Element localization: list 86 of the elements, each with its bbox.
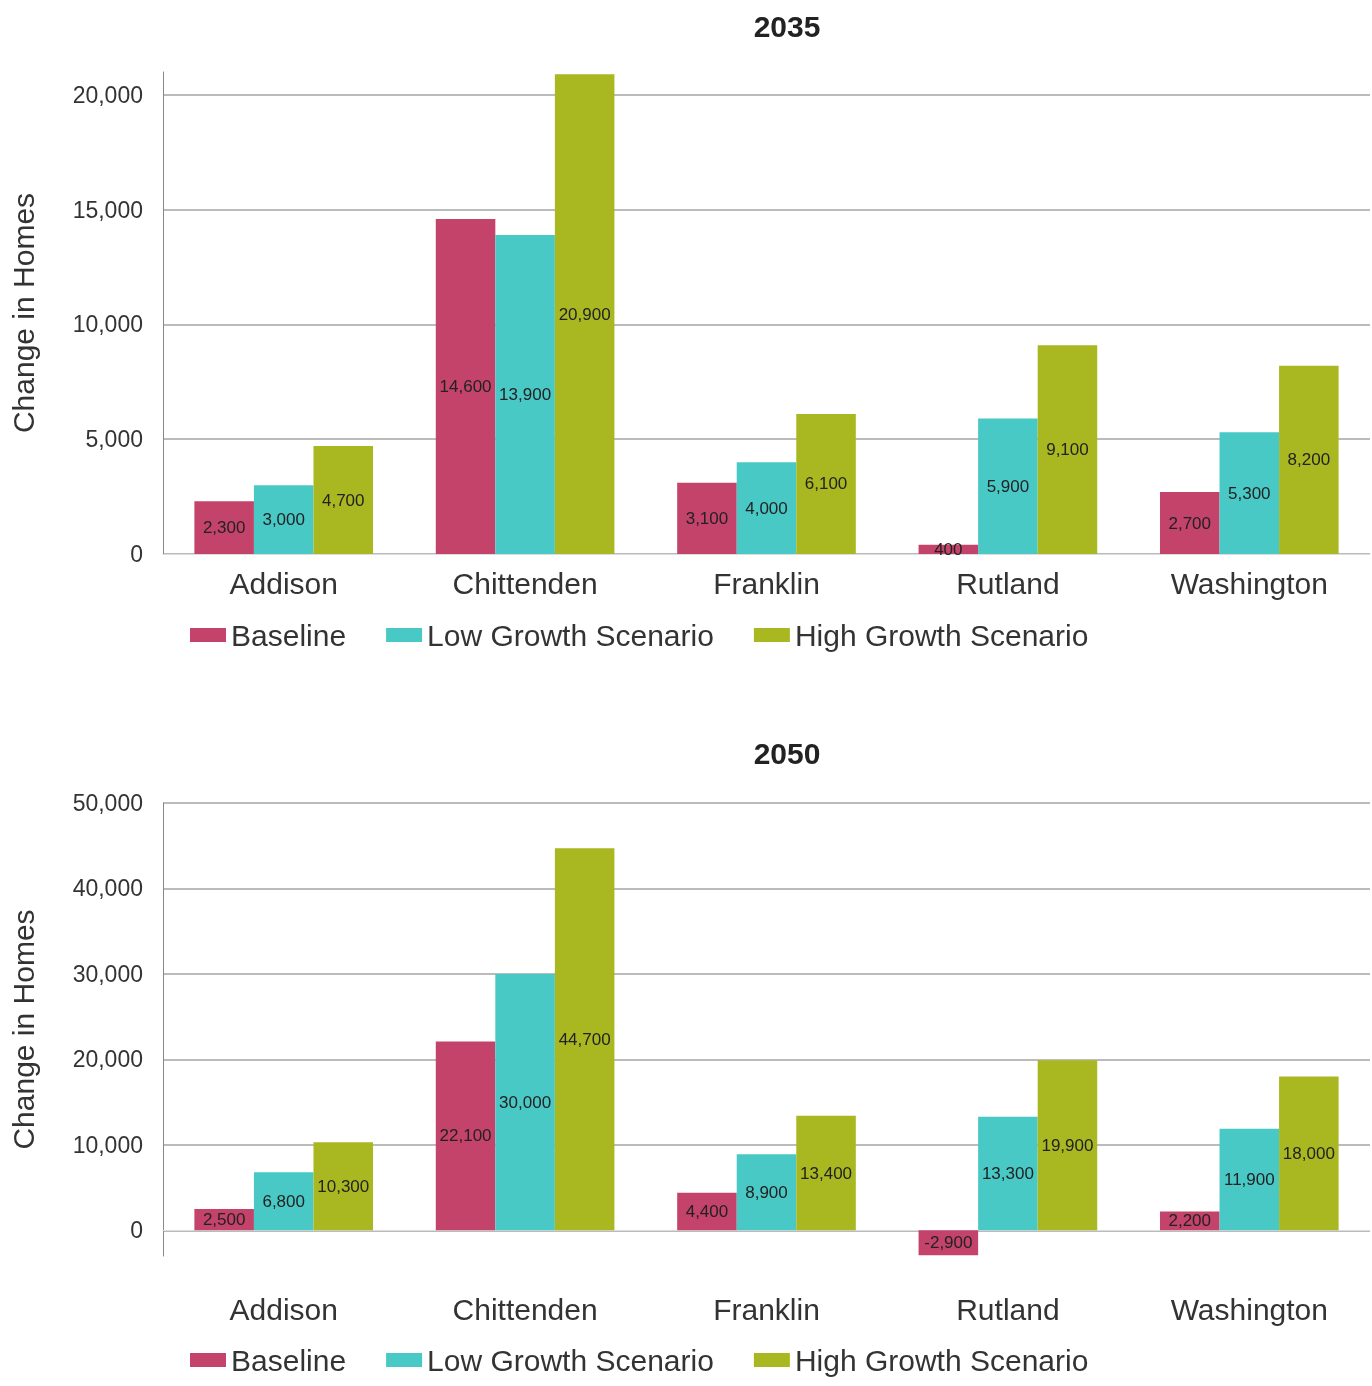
x-tick-label: Addison — [229, 566, 338, 600]
data-label: 10,300 — [317, 1176, 370, 1196]
y-tick-label: 10,000 — [72, 1131, 143, 1158]
data-label: 18,000 — [1282, 1143, 1335, 1163]
data-label: 2,300 — [202, 518, 246, 538]
y-tick-label: 50,000 — [72, 790, 143, 816]
legend-label: High Growth Scenario — [794, 1343, 1089, 1377]
bar — [978, 1116, 1038, 1231]
y-tick-label: 40,000 — [72, 875, 143, 902]
y-tick-label: 20,000 — [72, 81, 143, 108]
data-label: 6,800 — [262, 1191, 305, 1211]
data-label: 44,700 — [558, 1029, 611, 1049]
data-label: 13,300 — [981, 1164, 1034, 1184]
data-label: 8,900 — [745, 1182, 788, 1202]
y-axis-title: Change in Homes — [6, 192, 40, 434]
data-label: 9,100 — [1046, 440, 1089, 460]
x-tick-label: Franklin — [713, 566, 820, 600]
bar — [736, 462, 797, 554]
bar — [736, 1154, 797, 1231]
bar — [1219, 1128, 1280, 1231]
bar — [253, 485, 314, 554]
data-label: 22,100 — [439, 1126, 492, 1146]
data-label: 11,900 — [1223, 1170, 1275, 1189]
bar — [495, 234, 555, 554]
bar — [435, 1041, 496, 1231]
x-tick-label: Chittenden — [452, 1292, 598, 1326]
data-label: 2,200 — [1168, 1211, 1212, 1231]
y-tick-label: 5,000 — [85, 426, 143, 453]
data-label: 6,100 — [804, 474, 848, 494]
x-tick-label: Rutland — [956, 1292, 1060, 1326]
y-tick-label: 0 — [130, 1217, 143, 1244]
bar — [978, 418, 1038, 554]
bar — [677, 482, 737, 554]
data-label: 3,000 — [262, 510, 305, 530]
y-tick-label: 15,000 — [72, 196, 143, 223]
x-tick-label: Franklin — [713, 1292, 820, 1326]
legend-label: Baseline — [231, 618, 347, 652]
bar — [1219, 432, 1280, 554]
data-label: 4,400 — [685, 1202, 729, 1222]
x-tick-label: Chittenden — [452, 566, 598, 600]
data-label: 19,900 — [1041, 1135, 1094, 1155]
legend-label: Low Growth Scenario — [427, 618, 714, 652]
bar — [1037, 1060, 1098, 1231]
data-label: 4,700 — [321, 490, 365, 510]
data-label: 14,600 — [439, 376, 492, 396]
bar — [796, 1115, 856, 1231]
data-label: 8,200 — [1287, 450, 1331, 470]
data-label: 13,900 — [499, 384, 552, 404]
legend-label: Baseline — [231, 1343, 347, 1377]
x-tick-label: Addison — [229, 1292, 338, 1326]
y-tick-label: 20,000 — [72, 1046, 143, 1073]
bar — [495, 973, 555, 1231]
bar — [1279, 365, 1339, 554]
data-label: 2,500 — [202, 1210, 246, 1230]
x-tick-label: Washington — [1170, 1292, 1328, 1326]
bar — [313, 1142, 374, 1231]
bar — [1279, 1076, 1339, 1231]
x-tick-label: Rutland — [956, 566, 1060, 600]
data-label: 30,000 — [499, 1092, 552, 1112]
y-axis-title: Change in Homes — [6, 909, 40, 1150]
data-label: -2,900 — [924, 1233, 973, 1253]
data-label: 13,400 — [800, 1163, 853, 1183]
bar — [554, 848, 615, 1231]
data-label: 3,100 — [685, 508, 729, 528]
data-label: 5,300 — [1228, 483, 1271, 503]
bar — [194, 501, 254, 554]
data-label: 20,900 — [558, 304, 611, 324]
bar — [313, 446, 374, 554]
data-label: 4,000 — [745, 498, 788, 518]
data-label: 2,700 — [1168, 513, 1212, 533]
bar — [554, 74, 615, 554]
y-tick-label: 0 — [130, 541, 143, 567]
legend-label: Low Growth Scenario — [427, 1343, 714, 1377]
data-label: 400 — [934, 539, 963, 559]
y-tick-label: 10,000 — [72, 311, 143, 338]
bar — [1037, 345, 1098, 554]
legend-label: High Growth Scenario — [794, 618, 1089, 652]
chart-title: 2050 — [753, 736, 821, 770]
bar — [435, 218, 496, 554]
y-tick-label: 30,000 — [72, 960, 143, 987]
data-label: 5,900 — [986, 476, 1030, 496]
x-tick-label: Washington — [1170, 566, 1328, 600]
bar — [253, 1172, 314, 1231]
bar — [1159, 492, 1220, 554]
chart-title: 2035 — [753, 9, 821, 43]
bar — [796, 413, 856, 554]
